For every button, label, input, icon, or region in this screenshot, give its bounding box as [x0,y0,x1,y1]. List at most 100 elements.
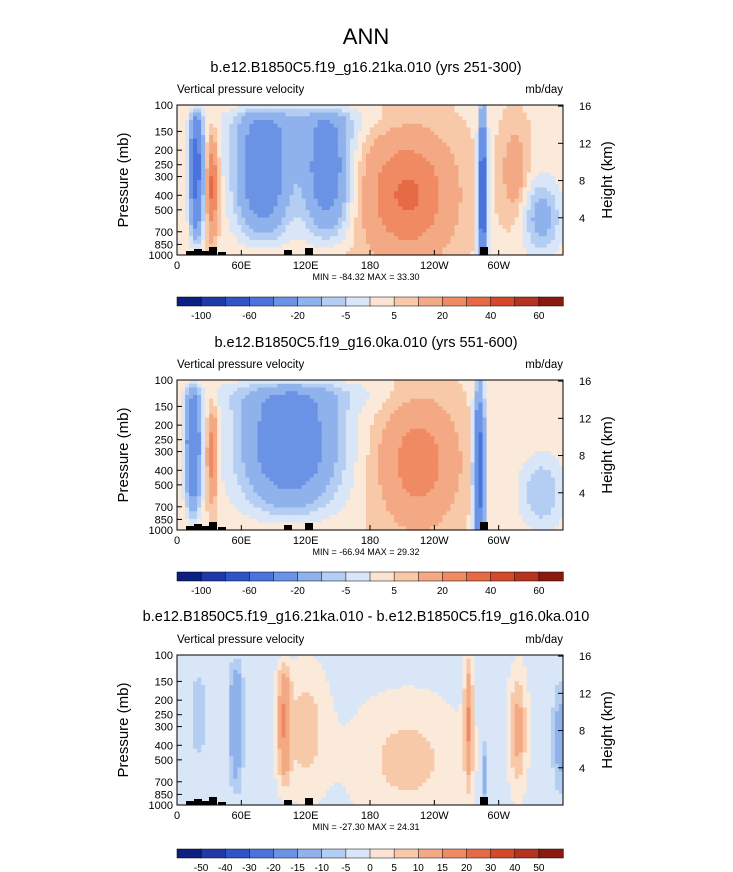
field-cell [406,210,411,215]
field-cell [213,398,218,404]
field-cell [249,150,254,155]
field-cell [281,131,287,136]
field-cell [325,150,331,155]
field-cell [277,221,283,226]
field-cell [205,485,210,490]
field-cell [237,236,242,241]
field-cell [181,120,186,125]
field-cell [249,518,254,524]
field-cell [241,417,246,422]
field-cell [245,153,250,159]
field-cell [430,180,435,185]
field-cell [378,165,383,170]
field-cell [514,195,520,200]
field-cell [257,522,263,527]
field-cell [185,187,190,192]
field-cell [538,146,544,151]
field-cell [446,105,452,110]
field-cell [249,251,254,256]
field-cell [281,228,287,234]
field-cell [349,213,355,219]
field-cell [370,198,375,204]
field-cell [410,213,415,219]
field-cell [245,150,250,155]
field-cell [265,485,271,490]
field-cell [450,236,456,241]
field-cell [265,183,271,189]
field-cell [325,153,331,159]
field-cell [406,127,411,132]
field-cell [305,116,311,121]
field-cell [546,105,552,110]
field-cell [213,511,218,516]
field-cell [237,432,242,437]
field-cell [418,213,423,219]
field-cell [189,402,194,407]
field-cell [398,251,403,256]
field-cell [426,251,431,256]
field-cell [337,191,343,196]
field-cell [181,443,186,449]
field-cell [181,526,186,531]
field-cell [526,225,532,230]
field-cell [285,150,291,155]
field-cell [257,488,263,494]
field-cell [213,481,218,486]
field-cell [225,518,230,524]
field-cell [285,168,291,174]
field-cell [201,481,206,486]
field-cell [386,116,391,121]
field-cell [201,395,206,400]
field-cell [386,153,391,159]
field-cell [201,398,206,404]
field-cell [309,195,315,200]
field-cell [213,492,218,497]
field-cell [450,172,456,177]
field-cell [225,165,230,170]
field-cell [329,251,335,256]
field-cell [325,187,331,192]
field-cell [277,380,283,385]
field-cell [241,168,246,174]
field-cell [201,443,206,449]
field-cell [221,410,226,415]
field-cell [534,236,540,241]
field-cell [273,447,279,452]
field-cell [550,116,556,121]
field-cell [357,213,363,219]
field-cell [438,180,443,185]
field-cell [361,142,367,147]
field-cell [281,398,287,404]
field-cell [462,176,468,181]
field-cell [205,195,210,200]
field-cell [542,112,548,117]
field-cell [550,138,556,144]
field-cell [229,161,234,166]
field-cell [237,447,242,452]
field-cell [510,243,516,249]
field-cell [209,451,214,456]
field-cell [193,466,198,471]
field-cell [430,183,435,189]
field-cell [522,165,528,170]
field-cell [386,108,391,114]
field-cell [378,168,383,174]
field-cell [370,161,375,166]
field-cell [518,187,524,192]
field-cell [261,112,267,117]
field-cell [277,195,283,200]
field-cell [462,116,468,121]
field-cell [361,165,367,170]
field-cell [518,183,524,189]
field-cell [217,112,222,117]
field-cell [530,138,536,144]
field-cell [241,191,246,196]
field-cell [333,232,339,237]
field-cell [406,236,411,241]
field-cell [225,236,230,241]
field-cell [337,127,343,132]
field-cell [361,108,367,114]
field-cell [345,142,351,147]
field-cell [450,202,456,207]
field-cell [365,138,371,144]
